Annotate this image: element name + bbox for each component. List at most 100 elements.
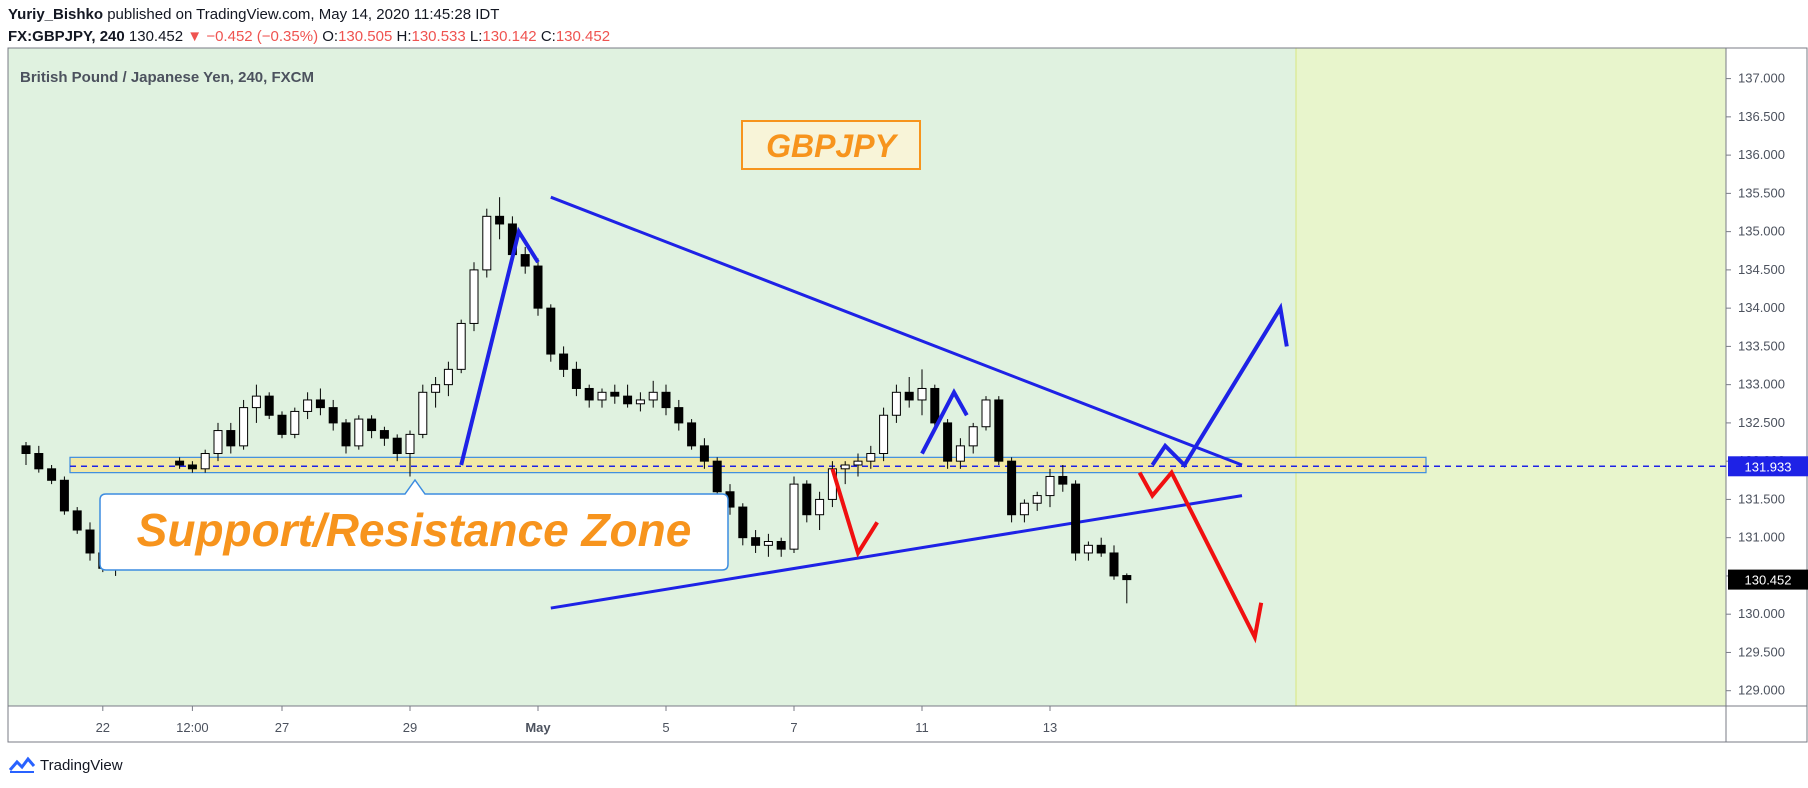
- x-tick-label: 13: [1043, 720, 1057, 735]
- candle: [879, 407, 889, 462]
- candle-body: [994, 399, 1004, 462]
- candle-body: [853, 460, 863, 466]
- candle-body: [520, 254, 530, 267]
- x-tick-label: 7: [790, 720, 797, 735]
- y-tick-label: 134.500: [1738, 262, 1785, 277]
- candle-body: [392, 437, 402, 455]
- candle: [699, 438, 709, 469]
- high-label: H:: [396, 28, 412, 45]
- x-tick-label: 29: [403, 720, 417, 735]
- candles-layer: [21, 197, 1132, 604]
- candle-body: [687, 422, 697, 447]
- triangle-lower-line: [550, 494, 1243, 610]
- change-value: −0.452 (−0.35%): [206, 28, 319, 45]
- candle-body: [251, 395, 261, 409]
- candle-body: [264, 395, 274, 416]
- y-tick-label: 136.000: [1738, 147, 1785, 162]
- candle-body: [891, 391, 901, 416]
- candle: [1058, 464, 1068, 492]
- candle-body: [584, 387, 594, 401]
- candle-body: [559, 353, 569, 370]
- publish-info: Yuriy_Bishko published on TradingView.co…: [8, 6, 499, 23]
- candle: [815, 491, 825, 531]
- candle-body: [72, 510, 82, 531]
- candle-body: [917, 387, 927, 401]
- candle: [840, 461, 850, 485]
- candle: [303, 392, 313, 420]
- candle-body: [85, 529, 95, 554]
- bg-right-region: [1296, 48, 1726, 706]
- candle-body: [674, 407, 684, 424]
- y-tick-label: 134.000: [1738, 300, 1785, 315]
- candle-body: [354, 418, 364, 447]
- candle-body: [34, 453, 44, 470]
- x-tick-label: May: [525, 720, 551, 735]
- candle-body: [1109, 552, 1119, 577]
- candle: [623, 384, 633, 408]
- price-tag: 130.452: [1728, 569, 1808, 590]
- candle: [456, 319, 466, 374]
- candle-body: [59, 479, 69, 512]
- high-value: 130.533: [411, 28, 466, 45]
- candle: [738, 503, 748, 546]
- candle-body: [955, 445, 965, 462]
- candle: [1045, 468, 1055, 508]
- candle: [763, 533, 773, 557]
- candle-body: [431, 384, 441, 393]
- candle: [648, 380, 658, 408]
- candle-body: [789, 483, 799, 550]
- candle-body: [879, 414, 889, 455]
- candle: [1007, 457, 1017, 523]
- candle-body: [738, 506, 748, 539]
- candle: [72, 507, 82, 534]
- candle: [520, 246, 530, 274]
- candle: [392, 434, 402, 462]
- candle-body: [213, 430, 223, 455]
- candle-body: [405, 433, 415, 455]
- candle: [251, 384, 261, 423]
- candle: [175, 457, 185, 469]
- y-tick-label: 131.000: [1738, 530, 1785, 545]
- arrows-layer: [459, 226, 1289, 644]
- candle: [1109, 545, 1119, 580]
- zone-callout-box: [99, 478, 729, 571]
- support-resistance-zone: [69, 456, 1726, 474]
- candle-body: [930, 387, 940, 424]
- candle-body: [1083, 544, 1093, 554]
- y-tick-label: 133.000: [1738, 377, 1785, 392]
- candle: [34, 445, 44, 473]
- candle: [597, 388, 607, 408]
- price-tag-label: 131.933: [1745, 459, 1792, 474]
- y-tick-label: 133.500: [1738, 338, 1785, 353]
- y-tick-label: 136.500: [1738, 109, 1785, 124]
- candle-body: [1122, 575, 1132, 581]
- red-arrow: [830, 468, 879, 558]
- symbol-label-box: [741, 120, 921, 170]
- candle-body: [597, 391, 607, 401]
- last-price: 130.452: [128, 28, 184, 45]
- candle-body: [1032, 495, 1042, 504]
- candle: [559, 346, 569, 377]
- tradingview-footer[interactable]: TradingView: [8, 756, 123, 774]
- candle: [1122, 573, 1132, 604]
- candle-body: [546, 307, 556, 355]
- candle-body: [303, 399, 313, 412]
- candle: [264, 392, 274, 420]
- candle: [431, 377, 441, 408]
- author-name[interactable]: Yuriy_Bishko: [8, 6, 104, 23]
- blue-arrow: [920, 388, 969, 455]
- candle: [533, 258, 543, 316]
- candle: [661, 384, 671, 416]
- candle: [21, 442, 31, 465]
- candle: [1083, 541, 1093, 561]
- y-tick-label: 129.500: [1738, 644, 1785, 659]
- candle-body: [1019, 502, 1029, 516]
- candle: [315, 388, 325, 416]
- candle-body: [239, 407, 249, 447]
- candle: [904, 377, 914, 408]
- candle-body: [328, 407, 338, 424]
- candle: [239, 399, 249, 450]
- candle-body: [712, 460, 722, 493]
- candle-body: [1007, 460, 1017, 516]
